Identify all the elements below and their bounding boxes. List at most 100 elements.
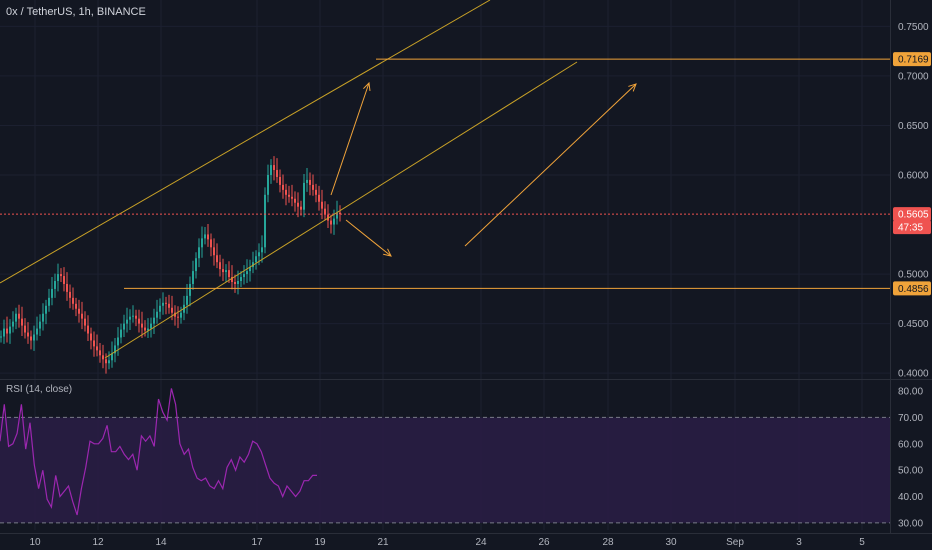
chart-title: 0x / TetherUS, 1h, BINANCE [6, 6, 146, 18]
candle-body [102, 355, 104, 360]
candle-body [171, 307, 173, 313]
price-tag [893, 207, 931, 222]
candle-body [66, 283, 68, 292]
candle-body [291, 196, 293, 199]
channel-upper-line [0, 0, 491, 284]
candle-body [330, 220, 332, 225]
candle-body [255, 256, 257, 263]
candle-body [12, 321, 14, 327]
price-tag-label: 0.4856 [898, 284, 929, 295]
candle-body [33, 334, 35, 341]
candle-body [315, 189, 317, 195]
candle-body [231, 277, 233, 282]
candle-body [15, 313, 17, 322]
candle-body [309, 179, 311, 185]
rsi-title: RSI (14, close) [6, 384, 73, 395]
candle-body [159, 305, 161, 312]
candle-body [234, 281, 236, 284]
price-tag-label: 47:35 [898, 223, 923, 234]
candle-body [201, 238, 203, 248]
candle-body [72, 297, 74, 304]
candle-body [276, 170, 278, 177]
rsi-axis-label: 40.00 [898, 492, 923, 503]
candle-body [42, 313, 44, 322]
price-tag [893, 220, 931, 235]
arrow-shaft [345, 219, 392, 257]
candle-body [162, 302, 164, 306]
rsi-band [0, 417, 890, 523]
time-axis-label: 10 [29, 537, 41, 548]
candle-body [84, 318, 86, 326]
candle-body [87, 325, 89, 334]
candle-body [0, 336, 2, 338]
time-axis-label: 26 [538, 537, 550, 548]
candle-body [174, 312, 176, 317]
candle-body [141, 323, 143, 328]
candle-body [156, 311, 158, 318]
time-axis-label: 17 [251, 537, 263, 548]
candle-body [243, 274, 245, 278]
arrow-head [628, 83, 637, 92]
candle-body [210, 239, 212, 248]
rsi-axis-label: 70.00 [898, 413, 923, 424]
candle-body [18, 313, 20, 319]
candle-body [249, 267, 251, 272]
rsi-axis-label: 50.00 [898, 466, 923, 477]
arrow-head [383, 248, 392, 257]
candle-body [3, 328, 5, 337]
candle-body [204, 234, 206, 239]
candle-body [321, 201, 323, 209]
candle-body [96, 346, 98, 351]
candle-body [75, 303, 77, 309]
candle-body [168, 303, 170, 308]
candle-body [240, 277, 242, 282]
time-axis-label: 30 [665, 537, 677, 548]
candle-body [264, 194, 266, 248]
candle-body [207, 234, 209, 240]
candle-body [300, 206, 302, 210]
time-axis-label: 5 [859, 537, 865, 548]
candle-body [324, 208, 326, 215]
candle-body [228, 270, 230, 278]
candle-body [312, 184, 314, 190]
price-tag [893, 52, 931, 67]
price-axis-label: 0.6000 [898, 170, 929, 181]
arrow-head [363, 81, 371, 92]
candle-body [51, 288, 53, 298]
candle-body [48, 297, 50, 306]
candle-body [63, 276, 65, 284]
candle-body [150, 323, 152, 329]
time-axis-label: 14 [155, 537, 167, 548]
candle-body [186, 295, 188, 305]
candle-body [126, 319, 128, 324]
candle-body [306, 179, 308, 183]
candle-body [93, 340, 95, 347]
candle-body [108, 360, 110, 364]
candle-body [153, 317, 155, 324]
candle-body [225, 270, 227, 273]
candle-body [36, 328, 38, 335]
candle-body [99, 350, 101, 356]
time-axis-label: 28 [602, 537, 614, 548]
candle-body [123, 323, 125, 330]
candle-body [339, 212, 341, 215]
candle-body [147, 328, 149, 331]
candle-body [216, 255, 218, 263]
candle-body [90, 333, 92, 341]
candle-body [267, 174, 269, 195]
candle-body [117, 337, 119, 346]
rsi-line [0, 388, 317, 516]
candle-body [39, 321, 41, 329]
time-axis-label: Sep [726, 537, 744, 548]
candle-body [45, 305, 47, 314]
candle-body [81, 313, 83, 319]
candle-body [288, 194, 290, 197]
time-axis-label: 19 [314, 537, 326, 548]
candle-body [303, 182, 305, 210]
candle-body [105, 359, 107, 364]
time-axis-label: 24 [475, 537, 487, 548]
candle-body [198, 247, 200, 259]
candle-body [69, 291, 71, 298]
